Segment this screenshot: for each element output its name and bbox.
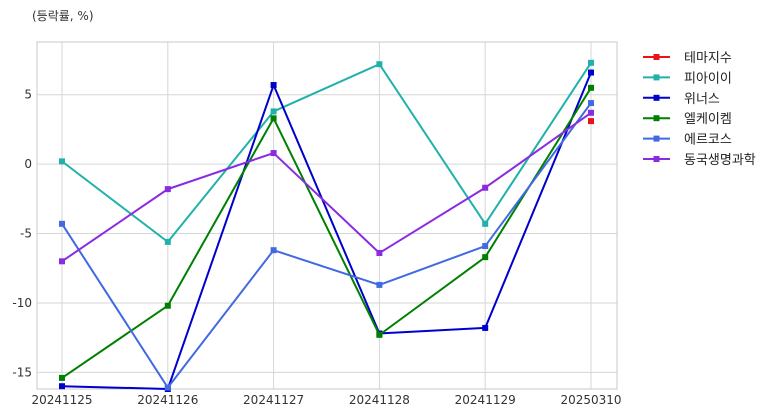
data-point-marker [376,249,383,256]
series-line [61,62,592,243]
series-6 [59,109,594,265]
data-point-marker [482,184,489,191]
x-tick-label: 20241128 [349,393,410,407]
grid-lines [37,42,617,389]
series-line [61,102,592,389]
data-point-marker [59,374,65,381]
legend-marker-swatch [653,54,660,60]
y-tick-label: -5 [20,227,32,241]
data-point-marker [59,383,65,390]
legend-label: 동국생명과학 [684,153,756,168]
data-point-marker [376,61,383,68]
data-point-marker [588,118,594,125]
y-tick-label: 5 [24,88,32,102]
legend-item: 에르코스 [643,133,732,148]
legend-label: 엘케이켐 [684,112,732,127]
data-point-marker [164,186,171,193]
legend-item: 피아이이 [643,71,732,86]
legend-marker-swatch [653,156,660,162]
legend-item: 테마지수 [643,51,732,66]
data-point-marker [270,108,277,115]
data-point-marker [270,82,277,89]
data-point-marker [482,220,489,227]
series-1 [588,118,594,125]
data-point-marker [588,109,594,116]
y-tick-label: -10 [12,296,32,310]
legend-label: 테마지수 [684,51,732,66]
series-line [61,87,592,379]
plot-area-frame [36,41,618,390]
data-point-marker [482,324,489,331]
legend-label: 에르코스 [684,133,732,148]
y-tick-label: -15 [12,365,32,379]
x-tick-label: 20241129 [455,393,516,407]
data-point-marker [376,281,383,288]
legend-item: 엘케이켐 [643,112,732,127]
x-tick-label: 20241125 [31,393,92,407]
data-point-marker [588,59,594,66]
data-point-marker [376,331,383,338]
legend-label: 피아이이 [684,71,732,86]
data-point-marker [164,384,171,391]
series-layer [59,59,594,392]
x-tick-label: 20250310 [560,393,621,407]
axis-labels: 20241125 20241126 20241127 20241128 20241129… [12,88,621,407]
legend-marker-swatch [653,115,660,122]
series-4 [59,84,594,381]
data-point-marker [270,247,277,254]
series-line [61,72,592,390]
legend-item: 위너스 [643,92,720,107]
legend-marker-swatch [653,74,660,81]
data-point-marker [59,158,65,165]
data-point-marker [588,69,594,76]
legend-marker-swatch [653,94,660,101]
data-point-marker [59,258,65,265]
data-point-marker [588,84,594,91]
legend-item: 동국생명과학 [643,153,756,168]
series-5 [59,100,594,391]
data-point-marker [482,243,489,250]
legend-label: 위너스 [684,92,720,107]
series-line [61,111,592,263]
x-tick-label: 20241127 [243,393,304,407]
y-tick-label: 0 [24,157,32,171]
data-point-marker [164,238,171,245]
unit-label: (등락률, %) [32,9,94,23]
data-point-marker [164,302,171,309]
series-2 [59,59,594,245]
data-point-marker [588,100,594,107]
data-point-marker [59,220,65,227]
data-point-marker [270,150,277,157]
x-tick-label: 20241126 [137,393,198,407]
data-point-marker [482,254,489,261]
data-point-marker [270,115,277,122]
legend-marker-swatch [653,135,660,142]
